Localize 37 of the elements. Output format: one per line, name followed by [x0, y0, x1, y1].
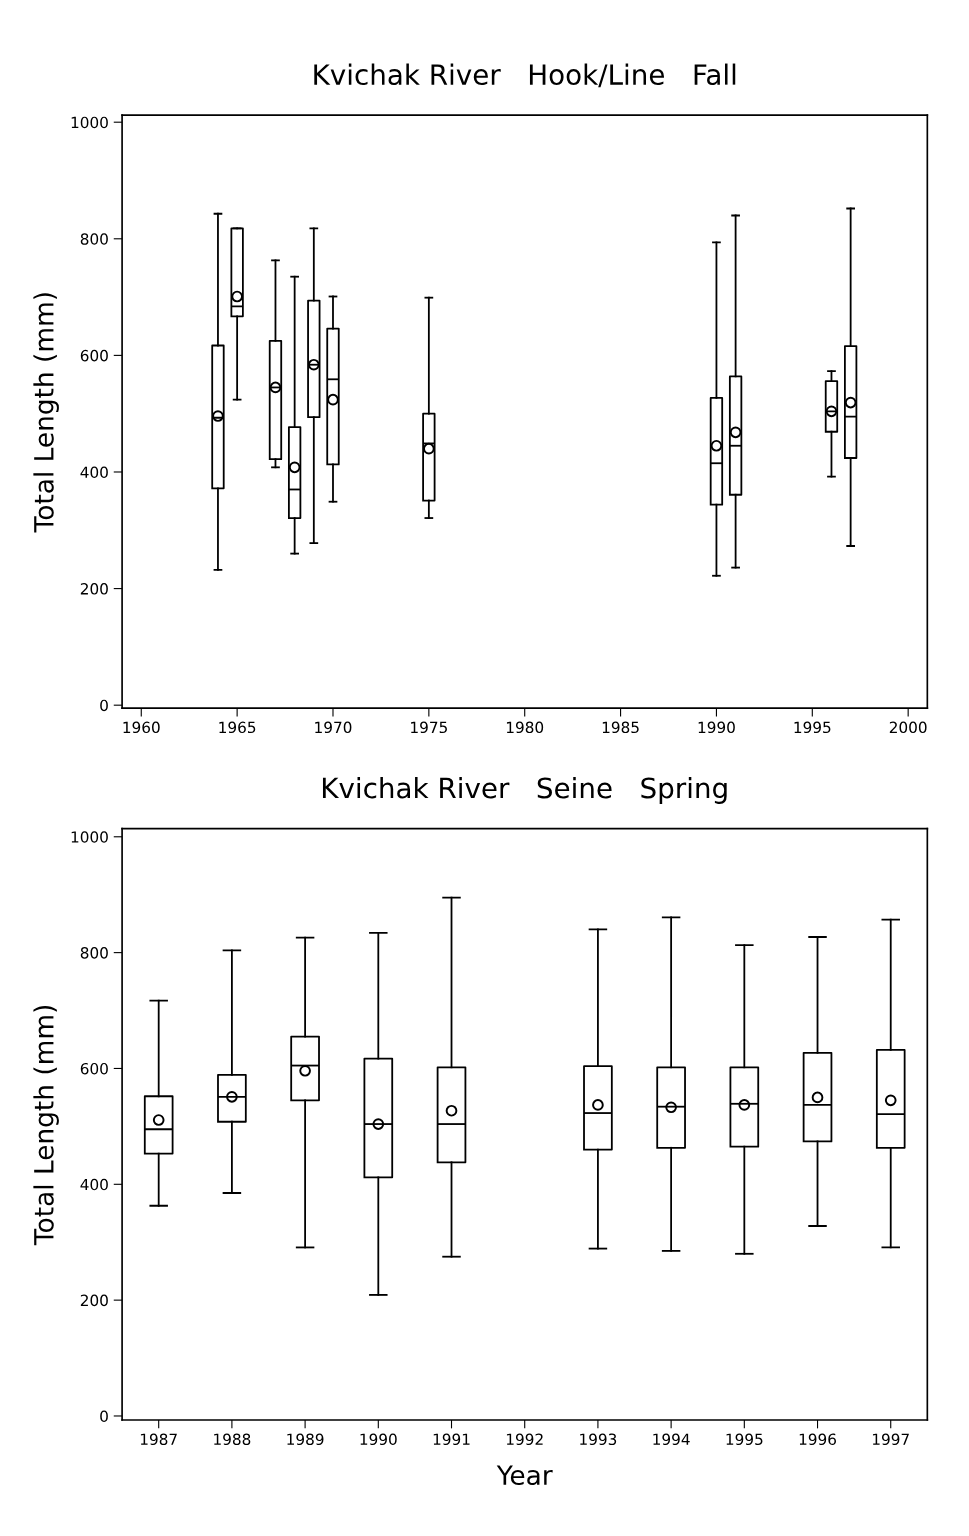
y-tick-label: 200: [80, 1294, 108, 1307]
chart-title: Kvichak River Seine Spring: [322, 777, 727, 804]
y-tick-label: 1000: [71, 116, 108, 129]
x-tick-label: 1987: [140, 1433, 177, 1446]
y-tick-label: 400: [80, 466, 108, 479]
x-tick-label: 1996: [799, 1433, 837, 1446]
x-tick-label: 1988: [214, 1433, 251, 1446]
x-tick-label: 1970: [315, 721, 352, 734]
x-tick-label: 1991: [433, 1433, 470, 1446]
y-tick-label: 600: [80, 1062, 108, 1075]
y-tick-label: 600: [80, 349, 108, 362]
x-tick-label: 1992: [506, 1433, 543, 1446]
x-tick-label: 1960: [123, 721, 160, 734]
x-tick-label: 1994: [653, 1433, 690, 1446]
x-tick-label: 1995: [794, 721, 831, 734]
y-tick-label: 800: [80, 233, 108, 245]
x-tick-label: 1990: [698, 721, 735, 734]
x-tick-label: 1965: [219, 721, 256, 734]
x-tick-label: 1995: [726, 1433, 763, 1446]
x-tick-label: 1997: [872, 1433, 909, 1446]
x-tick-label: 1989: [287, 1433, 324, 1446]
x-tick-label: 1975: [411, 721, 447, 734]
y-tick-label: 0: [100, 699, 108, 712]
y-tick-label: 800: [80, 947, 108, 959]
y-tick-label: 0: [100, 1410, 108, 1422]
y-tick-label: 1000: [71, 831, 108, 843]
x-tick-label: 1980: [506, 721, 544, 734]
x-tick-label: 2000: [889, 721, 927, 734]
chart-title: Kvichak River Hook/Line Fall: [314, 63, 736, 88]
y-tick-label: 400: [80, 1178, 108, 1191]
x-tick-label: 1990: [360, 1433, 397, 1446]
x-tick-label: 1993: [580, 1433, 617, 1446]
y-tick-label: 200: [80, 583, 108, 595]
y-axis-title: Total Length (mm): [33, 293, 59, 533]
x-axis-title: Year: [496, 1465, 553, 1486]
y-axis-title: Total Length (mm): [33, 1005, 59, 1246]
x-tick-label: 1985: [602, 721, 639, 734]
